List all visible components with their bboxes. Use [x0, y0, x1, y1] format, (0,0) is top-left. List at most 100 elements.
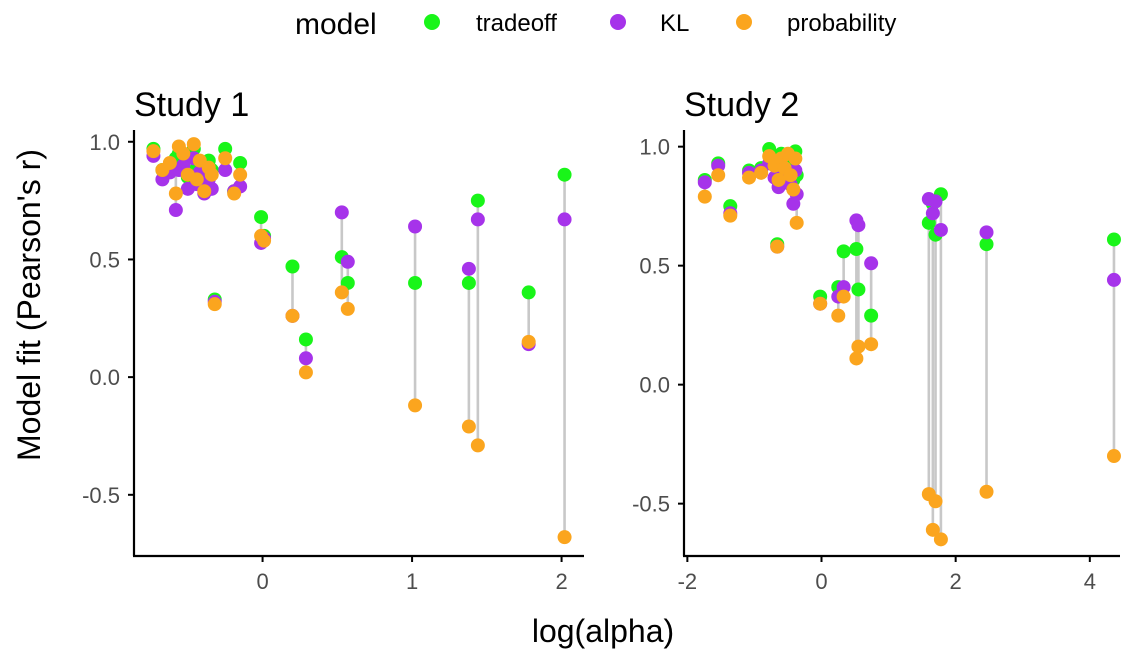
point-probability — [340, 301, 355, 316]
x-tick-label: 0 — [256, 569, 268, 594]
point-probability — [697, 189, 712, 204]
point-tradeoff — [470, 193, 485, 208]
point-probability — [176, 146, 191, 161]
y-tick-label: -0.5 — [82, 483, 120, 508]
x-tick-label: -2 — [678, 569, 698, 594]
point-probability — [227, 186, 242, 201]
y-axis-title: Model fit (Pearson's r) — [11, 149, 47, 461]
point-probability — [789, 215, 804, 230]
point-tradeoff — [557, 167, 572, 182]
y-tick-label: 1.0 — [89, 130, 120, 155]
legend-label-probability: probability — [787, 10, 896, 37]
point-probability — [207, 297, 222, 312]
x-tick-label: 4 — [1084, 569, 1096, 594]
panel-title-study-1: Study 1 — [134, 86, 249, 124]
point-tradeoff — [864, 308, 879, 323]
point-kl — [168, 203, 183, 218]
point-probability — [831, 308, 846, 323]
point-kl — [697, 175, 712, 190]
x-tick-label: 0 — [815, 569, 827, 594]
point-probability — [285, 308, 300, 323]
point-probability — [864, 337, 879, 352]
point-probability — [146, 144, 161, 159]
x-tick-label: 2 — [555, 569, 567, 594]
panel-title-study-2: Study 2 — [684, 86, 799, 124]
y-tick-label: 0.0 — [89, 365, 120, 390]
point-probability — [204, 167, 219, 182]
point-kl — [334, 205, 349, 220]
legend: model tradeoff KL probability — [295, 8, 896, 41]
point-probability — [742, 170, 757, 185]
legend-label-kl: KL — [660, 10, 689, 37]
point-probability — [257, 233, 272, 248]
point-probability — [298, 365, 313, 380]
legend-entry-probability: probability — [736, 10, 896, 37]
point-probability — [754, 165, 769, 180]
legend-key-tradeoff — [424, 14, 440, 30]
y-tick-label: 0.5 — [639, 254, 670, 279]
legend-label-tradeoff: tradeoff — [476, 10, 557, 37]
point-probability — [162, 155, 177, 170]
point-kl — [1106, 272, 1121, 287]
point-probability — [408, 398, 423, 413]
legend-key-kl — [610, 14, 626, 30]
point-kl — [218, 163, 233, 178]
panel-study-1: -0.5 0.0 0.5 1.0 0 1 2 — [82, 130, 584, 594]
y-tick-label: 0.0 — [639, 373, 670, 398]
point-tradeoff — [849, 241, 864, 256]
point-probability — [783, 168, 798, 183]
point-tradeoff — [233, 155, 248, 170]
point-probability — [711, 168, 726, 183]
point-probability — [849, 351, 864, 366]
point-tradeoff — [285, 259, 300, 274]
y-tick-label: 1.0 — [639, 135, 670, 160]
y-tick-label: 0.5 — [89, 247, 120, 272]
point-kl — [408, 219, 423, 234]
point-kl — [298, 351, 313, 366]
y-tick-label: -0.5 — [632, 492, 670, 517]
point-probability — [521, 334, 536, 349]
point-probability — [233, 167, 248, 182]
point-kl — [933, 222, 948, 237]
point-tradeoff — [408, 275, 423, 290]
legend-key-probability — [736, 14, 752, 30]
point-probability — [557, 530, 572, 545]
point-probability — [771, 172, 786, 187]
point-probability — [836, 289, 851, 304]
point-probability — [334, 285, 349, 300]
point-tradeoff — [979, 237, 994, 252]
point-probability — [197, 184, 212, 199]
point-probability — [1106, 449, 1121, 464]
point-kl — [979, 225, 994, 240]
point-kl — [928, 194, 943, 209]
point-kl — [340, 254, 355, 269]
point-tradeoff — [461, 275, 476, 290]
point-probability — [788, 151, 803, 166]
point-probability — [925, 522, 940, 537]
x-axis-title: log(alpha) — [532, 613, 674, 649]
point-probability — [851, 339, 866, 354]
point-probability — [813, 296, 828, 311]
point-kl — [461, 261, 476, 276]
point-probability — [168, 186, 183, 201]
point-kl — [925, 206, 940, 221]
point-tradeoff — [1106, 232, 1121, 247]
legend-entry-tradeoff: tradeoff — [424, 10, 557, 37]
point-probability — [470, 438, 485, 453]
point-probability — [723, 208, 738, 223]
point-kl — [470, 212, 485, 227]
point-probability — [928, 494, 943, 509]
point-probability — [218, 151, 233, 166]
point-probability — [461, 419, 476, 434]
x-tick-label: 1 — [406, 569, 418, 594]
point-tradeoff — [851, 282, 866, 297]
point-kl — [557, 212, 572, 227]
point-probability — [189, 172, 204, 187]
point-kl — [864, 256, 879, 271]
point-kl — [851, 218, 866, 233]
legend-entry-kl: KL — [610, 10, 689, 37]
point-probability — [770, 239, 785, 254]
point-tradeoff — [298, 332, 313, 347]
point-probability — [933, 532, 948, 547]
